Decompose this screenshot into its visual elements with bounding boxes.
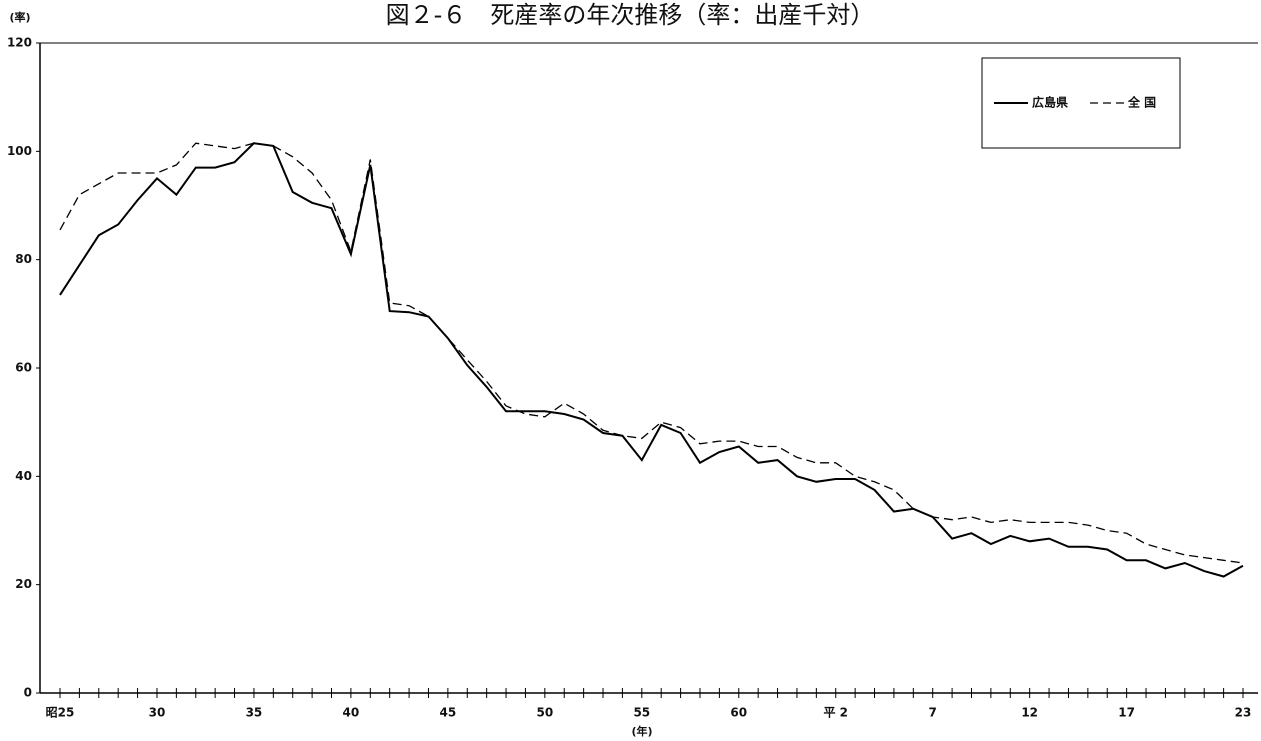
y-tick-label: 100 (7, 144, 32, 158)
x-tick-label: 45 (440, 706, 457, 720)
x-tick-label: 平 2 (823, 706, 848, 720)
y-axis-label: (率) (9, 10, 30, 24)
legend-label: 全 国 (1127, 95, 1156, 110)
x-tick-label: 55 (633, 706, 650, 720)
y-tick-label: 80 (15, 252, 32, 266)
x-axis-label: (年) (631, 724, 652, 738)
x-tick-label: 50 (536, 706, 553, 720)
x-tick-label: 40 (343, 706, 360, 720)
y-tick-label: 60 (15, 361, 32, 375)
x-tick-label: 35 (246, 706, 263, 720)
chart-title: 図２-６ 死産率の年次推移（率：出産千対） (386, 1, 875, 29)
x-tick-label: 17 (1118, 706, 1135, 720)
y-tick-label: 0 (24, 686, 32, 700)
x-tick-label: 60 (730, 706, 747, 720)
x-tick-label: 12 (1021, 706, 1038, 720)
y-tick-label: 120 (7, 36, 32, 50)
y-tick-label: 20 (15, 577, 32, 591)
x-tick-label: 昭25 (46, 706, 75, 720)
series-line (59, 142, 1244, 564)
x-tick-label: 30 (149, 706, 166, 720)
series-line (59, 142, 1244, 578)
x-tick-label: 7 (929, 706, 937, 720)
x-tick-label: 23 (1235, 706, 1252, 720)
y-tick-label: 40 (15, 469, 32, 483)
legend-label: 広島県 (1032, 95, 1068, 110)
